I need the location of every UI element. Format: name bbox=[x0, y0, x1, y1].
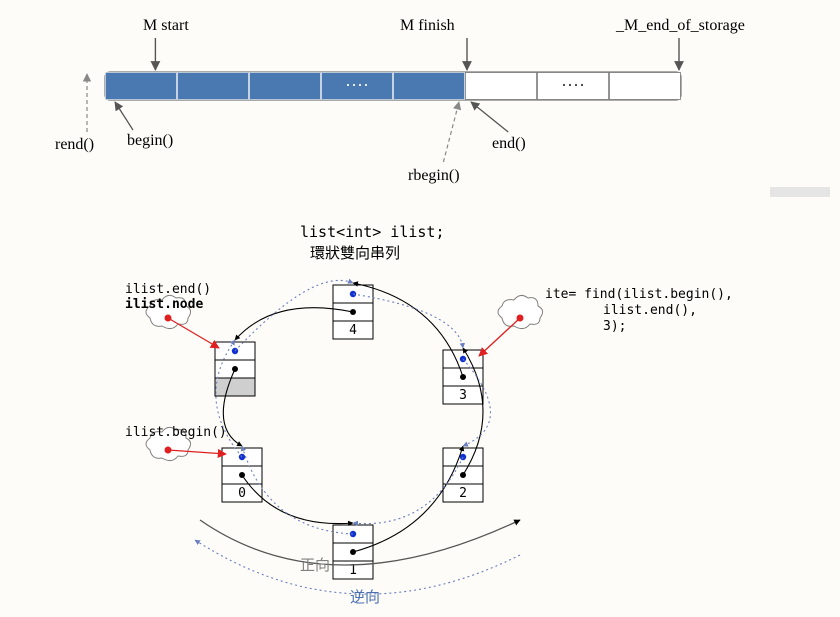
diagram-canvas: ···· ···· M start M finish _M_end_of_storage… bbox=[0, 0, 840, 617]
label-ilist-begin: ilist.begin() bbox=[125, 425, 227, 440]
node-value: 3 bbox=[459, 388, 467, 403]
arrow-rbegin bbox=[443, 102, 459, 162]
red-arrow-end bbox=[168, 318, 219, 348]
arrow-end bbox=[471, 102, 508, 132]
label-ite-line0: ite= find(ilist.begin(), bbox=[545, 287, 733, 302]
watermark-smudge bbox=[770, 187, 830, 197]
node-value: 0 bbox=[238, 486, 246, 501]
arrow-begin bbox=[115, 102, 133, 130]
list-subtitle: 環狀雙向串列 bbox=[310, 245, 400, 262]
begin: begin() bbox=[127, 132, 173, 149]
dots-used: ···· bbox=[345, 75, 369, 95]
red-arrow-ite bbox=[479, 318, 520, 356]
label-ilist-end: ilist.end() bbox=[125, 282, 211, 297]
dots-cap: ···· bbox=[561, 75, 585, 95]
vector-cell-used bbox=[250, 73, 321, 100]
m-end: _M_end_of_storage bbox=[615, 17, 745, 34]
label-ite-line1: ilist.end(), bbox=[603, 303, 697, 318]
vector-cell-used bbox=[178, 73, 249, 100]
misc-layer bbox=[770, 187, 830, 197]
vector-cell-used bbox=[394, 73, 465, 100]
vector-cell-capacity bbox=[466, 73, 537, 100]
label-ite-line2: 3); bbox=[603, 319, 626, 334]
node-value: 4 bbox=[349, 323, 357, 338]
vector-cell-used bbox=[106, 73, 177, 100]
label-ilist-node: ilist.node bbox=[125, 297, 203, 312]
m-finish: M finish bbox=[400, 17, 455, 34]
vector-cell-capacity bbox=[610, 73, 681, 100]
cloud-ite bbox=[498, 295, 543, 328]
list-ring-diagram: list<int> ilist;環狀雙向串列43021ilist.end()il… bbox=[125, 223, 733, 606]
node-value: 2 bbox=[459, 486, 467, 501]
list-title: list<int> ilist; bbox=[300, 223, 445, 241]
label-forward: 正向 bbox=[300, 557, 330, 574]
m-start: M start bbox=[143, 17, 189, 34]
rend: rend() bbox=[55, 136, 94, 153]
label-backward: 逆向 bbox=[350, 589, 380, 606]
vector-memory-diagram: ···· ···· M start M finish _M_end_of_storage… bbox=[55, 17, 745, 184]
rbegin: rbegin() bbox=[408, 167, 460, 184]
end: end() bbox=[492, 135, 526, 152]
